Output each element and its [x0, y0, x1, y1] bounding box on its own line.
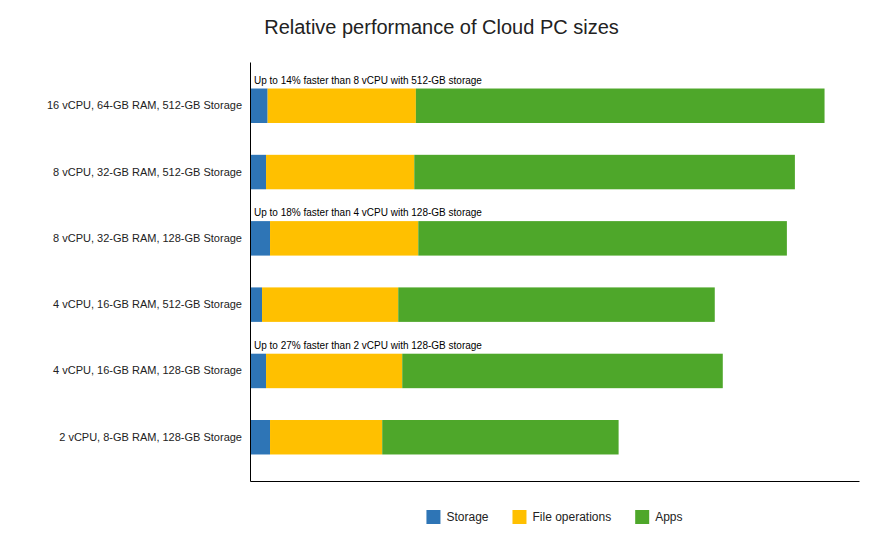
legend-label: File operations [532, 510, 611, 524]
bar [398, 287, 715, 321]
y-tick-label: 8 vCPU, 32-GB RAM, 512-GB Storage [53, 166, 242, 178]
bar [250, 420, 270, 454]
legend-item: File operations [512, 510, 611, 524]
y-tick: 8 vCPU, 32-GB RAM, 128-GB Storage [53, 232, 250, 244]
bar [250, 221, 270, 255]
y-axis-line [250, 63, 251, 482]
legend-item: Storage [426, 510, 488, 524]
legend-item: Apps [635, 510, 682, 524]
y-tick: 4 vCPU, 16-GB RAM, 128-GB Storage [53, 364, 250, 376]
bars [250, 89, 825, 455]
bar [414, 155, 795, 189]
bar [418, 221, 787, 255]
y-tick: 16 vCPU, 64-GB RAM, 512-GB Storage [47, 99, 250, 111]
y-tick-label: 4 vCPU, 16-GB RAM, 128-GB Storage [53, 364, 242, 376]
bar [250, 354, 266, 388]
bar [266, 155, 414, 189]
bar [402, 354, 723, 388]
annotation: Up to 18% faster than 4 vCPU with 128-GB… [254, 207, 482, 218]
series [382, 89, 824, 455]
bar [250, 89, 268, 123]
legend-label: Storage [446, 510, 488, 524]
y-tick-label: 8 vCPU, 32-GB RAM, 128-GB Storage [53, 232, 242, 244]
bar [382, 420, 618, 454]
legend-label: Apps [655, 510, 682, 524]
plot: 16 vCPU, 64-GB RAM, 512-GB Storage 8 vCPU… [47, 63, 860, 482]
legend-swatch [512, 510, 526, 524]
legend-swatch [426, 510, 440, 524]
bar [270, 221, 418, 255]
bar [266, 354, 402, 388]
y-tick-label: 4 vCPU, 16-GB RAM, 512-GB Storage [53, 298, 242, 310]
x-axis-line [251, 481, 860, 482]
y-axis: 16 vCPU, 64-GB RAM, 512-GB Storage 8 vCPU… [47, 63, 251, 482]
annotation: Up to 27% faster than 2 vCPU with 128-GB… [254, 340, 482, 351]
bar [250, 287, 262, 321]
bar [416, 89, 825, 123]
bar [268, 89, 416, 123]
series [250, 89, 270, 455]
y-tick: 2 vCPU, 8-GB RAM, 128-GB Storage [59, 431, 250, 443]
annotation: Up to 14% faster than 8 vCPU with 512-GB… [254, 75, 482, 86]
y-tick-label: 2 vCPU, 8-GB RAM, 128-GB Storage [59, 431, 242, 443]
series [262, 89, 418, 455]
legend-swatch [635, 510, 649, 524]
bar [262, 287, 398, 321]
bar [270, 420, 382, 454]
chart: Relative performance of Cloud PC sizes 16… [0, 0, 883, 545]
bar [250, 155, 266, 189]
x-axis [251, 481, 860, 482]
y-tick: 4 vCPU, 16-GB RAM, 512-GB Storage [53, 298, 250, 310]
title: Relative performance of Cloud PC sizes [264, 16, 619, 38]
y-tick: 8 vCPU, 32-GB RAM, 512-GB Storage [53, 166, 250, 178]
y-tick-label: 16 vCPU, 64-GB RAM, 512-GB Storage [47, 99, 242, 111]
legend: Storage File operations Apps [426, 510, 682, 524]
